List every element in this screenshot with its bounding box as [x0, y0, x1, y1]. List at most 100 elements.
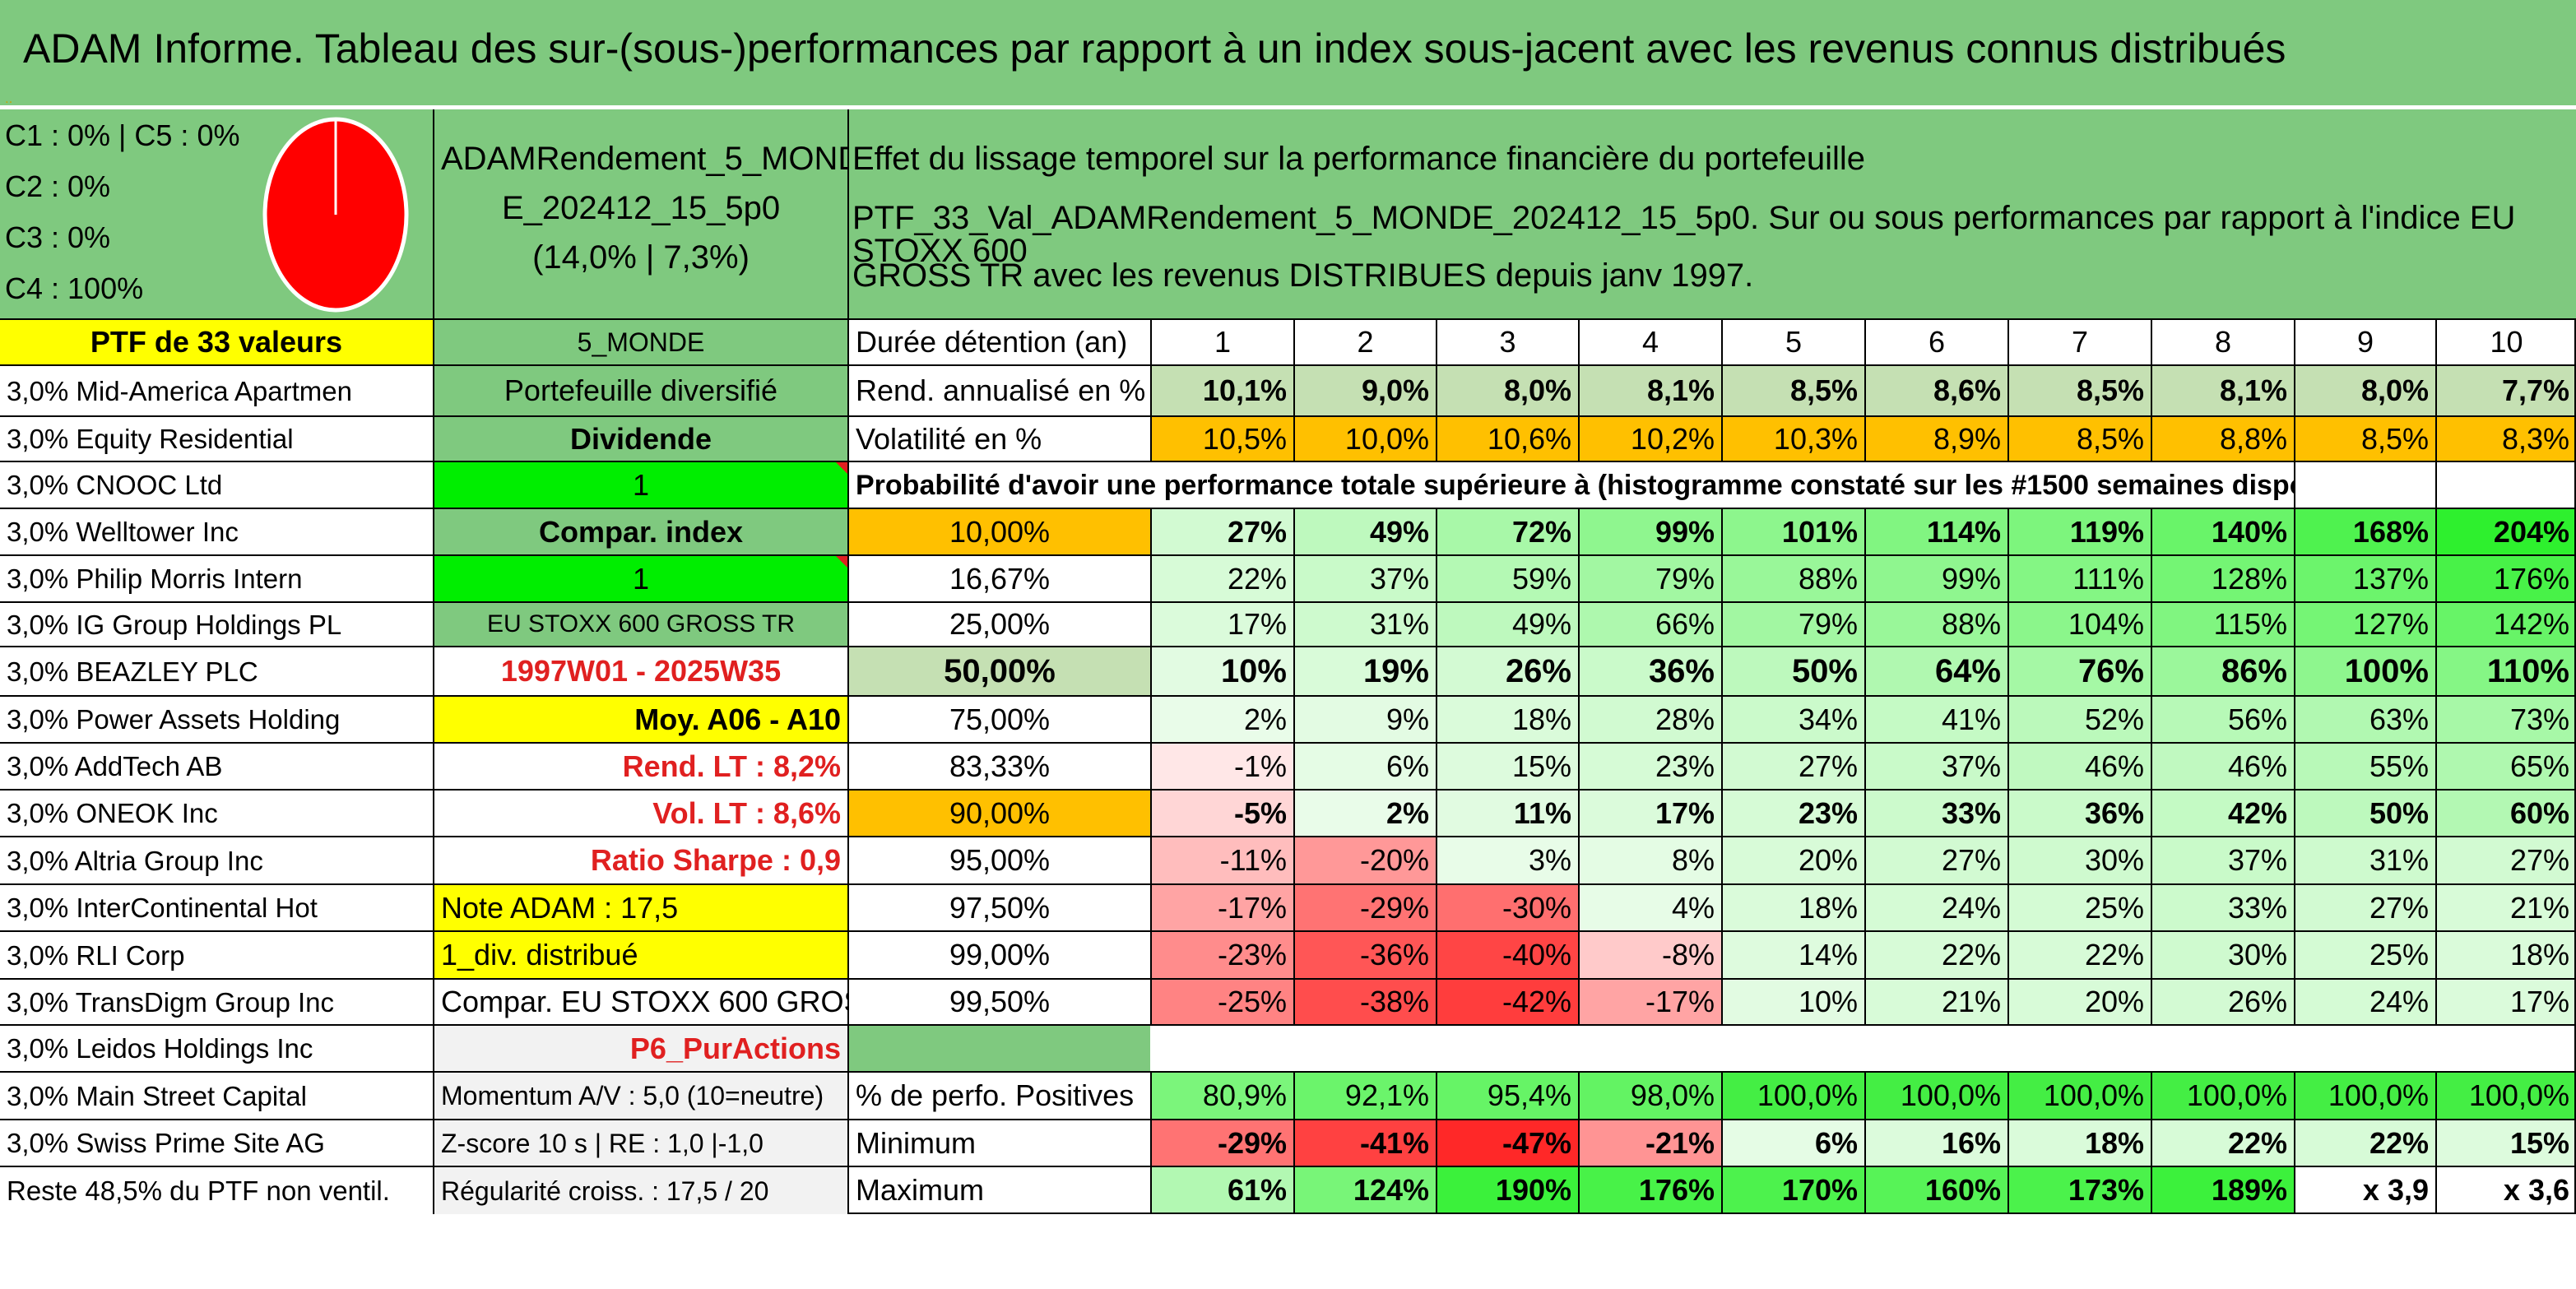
probability-value: 99%	[1578, 508, 1721, 554]
probability-value: 168%	[2294, 508, 2435, 554]
probability-value: 99%	[1864, 554, 2007, 601]
probability-value: 21%	[2435, 883, 2576, 930]
probability-value: 27%	[1150, 508, 1293, 554]
effect-description: Effet du lissage temporel sur la perform…	[849, 109, 2576, 318]
probability-value: 88%	[1864, 601, 2007, 646]
probability-value: 8%	[1578, 836, 1721, 883]
probability-value: -20%	[1293, 836, 1436, 883]
probability-value: 73%	[2435, 695, 2576, 742]
probability-value: 11%	[1436, 789, 1578, 836]
probability-value: 20%	[1721, 836, 1864, 883]
probability-value: 104%	[2007, 601, 2151, 646]
probability-value: -38%	[1293, 978, 1436, 1024]
comment-marker	[836, 462, 847, 474]
probability-value: 3%	[1436, 836, 1578, 883]
portfolio-name-line3: (14,0% | 7,3%)	[532, 239, 750, 276]
probability-value: 88%	[1721, 554, 1864, 601]
positive-value: 98,0%	[1578, 1071, 1721, 1119]
probability-value: 63%	[2294, 695, 2435, 742]
info-portfolio-type: Portefeuille diversifié	[433, 364, 849, 415]
probability-value: -40%	[1436, 930, 1578, 978]
holding-row: 3,0% Leidos Holdings Inc	[0, 1024, 433, 1071]
holding-row: 3,0% TransDigm Group Inc	[0, 978, 433, 1024]
vol-value: 8,8%	[2151, 415, 2294, 461]
probability-value: 31%	[1293, 601, 1436, 646]
probability-value: 76%	[2007, 646, 2151, 695]
probability-value: 50%	[2294, 789, 2435, 836]
holding-row: 3,0% Swiss Prime Site AG	[0, 1119, 433, 1166]
probability-value: -5%	[1150, 789, 1293, 836]
probability-value: 79%	[1578, 554, 1721, 601]
vol-value: 10,0%	[1293, 415, 1436, 461]
probability-value: 33%	[1864, 789, 2007, 836]
spacer-green	[849, 1024, 1150, 1071]
probability-threshold: 25,00%	[849, 601, 1150, 646]
info-period: 1997W01 - 2025W35	[433, 646, 849, 695]
rend-value: 10,1%	[1150, 364, 1293, 415]
holding-row: 3,0% Power Assets Holding	[0, 695, 433, 742]
info-adam-note: Note ADAM : 17,5	[433, 883, 849, 930]
probability-value: 101%	[1721, 508, 1864, 554]
probability-value: -23%	[1150, 930, 1293, 978]
probability-value: 64%	[1864, 646, 2007, 695]
probability-threshold: 99,50%	[849, 978, 1150, 1024]
probability-value: 17%	[1578, 789, 1721, 836]
probability-value: 37%	[1864, 742, 2007, 789]
probability-value: 23%	[1578, 742, 1721, 789]
vol-value: 8,5%	[2007, 415, 2151, 461]
title-banner: ADAM Informe. Tableau des sur-(sous-)per…	[0, 0, 2576, 105]
positive-value: 100,0%	[2435, 1071, 2576, 1119]
probability-threshold: 10,00%	[849, 508, 1150, 554]
holding-row: 3,0% InterContinental Hot	[0, 883, 433, 930]
year-header: 6	[1864, 318, 2007, 364]
probability-value: 27%	[1721, 742, 1864, 789]
info-compar-index: Compar. index	[433, 508, 849, 554]
probability-value: 22%	[1864, 930, 2007, 978]
probability-value: 4%	[1578, 883, 1721, 930]
empty-cell	[2435, 461, 2576, 508]
max-value: 160%	[1864, 1166, 2007, 1214]
empty-cell	[2294, 461, 2435, 508]
probability-threshold: 50,00%	[849, 646, 1150, 695]
portfolio-name-block: ADAMRendement_5_MOND E_202412_15_5p0 (14…	[433, 109, 849, 318]
min-value: 15%	[2435, 1119, 2576, 1166]
probability-value: 26%	[2151, 978, 2294, 1024]
probability-value: 2%	[1293, 789, 1436, 836]
probability-value: 24%	[2294, 978, 2435, 1024]
effect-line3: GROSS TR avec les revenus DISTRIBUES dep…	[852, 257, 1754, 294]
info-compar-label: Compar. EU STOXX 600 GROSS TR	[433, 978, 849, 1024]
vol-value: 10,6%	[1436, 415, 1578, 461]
vol-value: 8,5%	[2294, 415, 2435, 461]
rend-label: Rend. annualisé en %	[849, 364, 1150, 415]
max-value: 170%	[1721, 1166, 1864, 1214]
probability-value: 46%	[2151, 742, 2294, 789]
probability-value: 86%	[2151, 646, 2294, 695]
min-value: 22%	[2151, 1119, 2294, 1166]
year-header: 4	[1578, 318, 1721, 364]
info-div-distributed: 1_div. distribué	[433, 930, 849, 978]
info-dividend: Dividende	[433, 415, 849, 461]
holding-row: 3,0% Mid-America Apartmen	[0, 364, 433, 415]
portfolio-zone: 5_MONDE	[433, 318, 849, 364]
positive-value: 80,9%	[1150, 1071, 1293, 1119]
probability-value: 15%	[1436, 742, 1578, 789]
probability-value: 22%	[2007, 930, 2151, 978]
probability-value: 52%	[2007, 695, 2151, 742]
probability-title: Probabilité d'avoir une performance tota…	[849, 461, 2294, 508]
probability-value: 20%	[2007, 978, 2151, 1024]
rend-value: 7,7%	[2435, 364, 2576, 415]
probability-value: 27%	[1864, 836, 2007, 883]
comment-marker	[836, 556, 847, 568]
probability-value: 111%	[2007, 554, 2151, 601]
probability-value: 25%	[2294, 930, 2435, 978]
probability-threshold: 83,33%	[849, 742, 1150, 789]
rend-value: 8,1%	[1578, 364, 1721, 415]
probability-value: 28%	[1578, 695, 1721, 742]
holding-row: 3,0% Philip Morris Intern	[0, 554, 433, 601]
holding-row: 3,0% Altria Group Inc	[0, 836, 433, 883]
probability-value: 27%	[2435, 836, 2576, 883]
year-header: 1	[1150, 318, 1293, 364]
year-header: 3	[1436, 318, 1578, 364]
probability-value: 17%	[2435, 978, 2576, 1024]
